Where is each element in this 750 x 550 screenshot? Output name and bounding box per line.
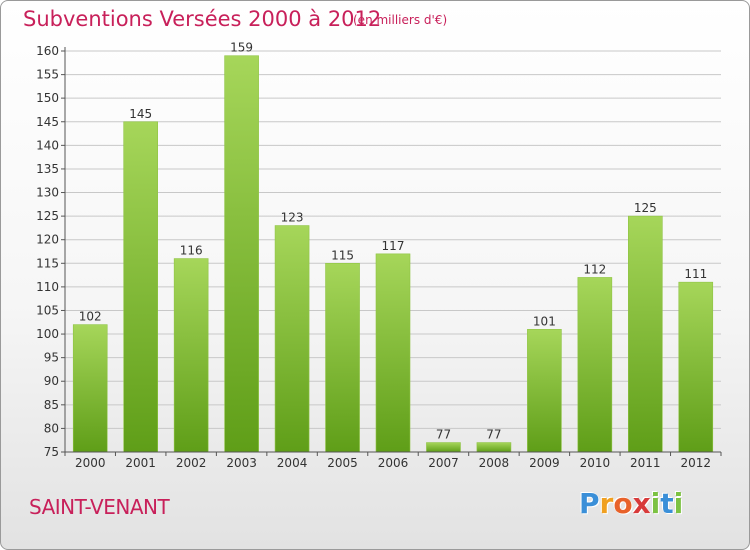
y-tick-label: 75 [44,445,59,459]
bar-2004 [274,225,310,453]
chart-title: Subventions Versées 2000 à 2012 [23,7,382,31]
y-tick-label: 155 [36,68,59,82]
brand-letter: o [613,487,633,520]
bar-2007 [426,442,461,453]
axes [61,47,722,456]
brand-letter: P [579,487,600,520]
bar-2010 [577,277,613,453]
y-tick-label: 110 [36,280,59,294]
bar-2012 [678,281,714,453]
bar-2000 [72,324,108,453]
bar-2011 [628,215,663,453]
data-labels: 102 145 116 159 123 115 117 77 77 101 112 125 111 [79,41,707,442]
x-tick-label: 2003 [226,456,257,470]
x-tick-label: 2010 [580,456,611,470]
x-tick-label: 2007 [428,456,459,470]
data-label-2005: 115 [331,248,354,262]
y-tick-label: 150 [36,91,59,105]
bar-2002 [173,258,209,453]
bar-2006 [375,253,411,453]
y-tick-label: 160 [36,44,59,58]
x-tick-label: 2001 [125,456,156,470]
y-tick-label: 95 [44,351,59,365]
y-tick-label: 130 [36,186,59,200]
brand-letter: x [632,487,651,520]
bar-2009 [527,329,562,453]
place-name: SAINT-VENANT [29,495,170,519]
y-tick-label: 145 [36,115,59,129]
x-tick-label: 2004 [277,456,308,470]
y-tick-label: 125 [36,209,59,223]
data-label-2004: 123 [281,211,304,225]
x-tick-label: 2006 [378,456,409,470]
x-tick-label: 2008 [479,456,510,470]
y-tick-label: 115 [36,256,59,270]
bar-2001 [123,121,158,453]
y-tick-label: 80 [44,421,59,435]
x-axis-ticks: 2000 2001 2002 2003 2004 2005 2006 2007 2008 2009… [75,456,711,470]
data-label-2011: 125 [634,201,657,215]
y-tick-label: 85 [44,398,59,412]
y-tick-label: 100 [36,327,59,341]
x-tick-label: 2011 [630,456,661,470]
bar-2008 [476,442,512,453]
brand-letter: t [660,487,674,520]
data-label-2008: 77 [486,428,501,442]
data-label-2003: 159 [230,41,253,55]
x-tick-label: 2005 [327,456,358,470]
bar-2005 [325,262,360,453]
y-tick-label: 105 [36,303,59,317]
x-tick-label: 2012 [680,456,711,470]
y-tick-label: 120 [36,233,59,247]
x-tick-label: 2002 [176,456,207,470]
x-tick-label: 2000 [75,456,106,470]
data-label-2012: 111 [684,267,707,281]
chart-subtitle: (en milliers d'€) [353,13,448,27]
data-label-2001: 145 [129,107,152,121]
bars [72,55,714,453]
y-tick-label: 135 [36,162,59,176]
brand-letter: i [673,487,684,520]
brand-letter: i [650,487,661,520]
data-label-2000: 102 [79,310,102,324]
brand-letter: r [599,487,614,520]
data-label-2010: 112 [583,262,606,276]
brand-logo: Proxiti [579,487,683,520]
data-label-2006: 117 [382,239,405,253]
y-axis-ticks: 75 80 85 90 95 100 105 110 115 120 125 130 135 140 145… [36,44,59,459]
data-label-2009: 101 [533,314,556,328]
data-label-2007: 77 [436,428,451,442]
bar-2003 [224,55,259,453]
x-tick-label: 2009 [529,456,560,470]
y-tick-label: 90 [44,374,59,388]
y-tick-label: 140 [36,138,59,152]
data-label-2002: 116 [180,244,203,258]
